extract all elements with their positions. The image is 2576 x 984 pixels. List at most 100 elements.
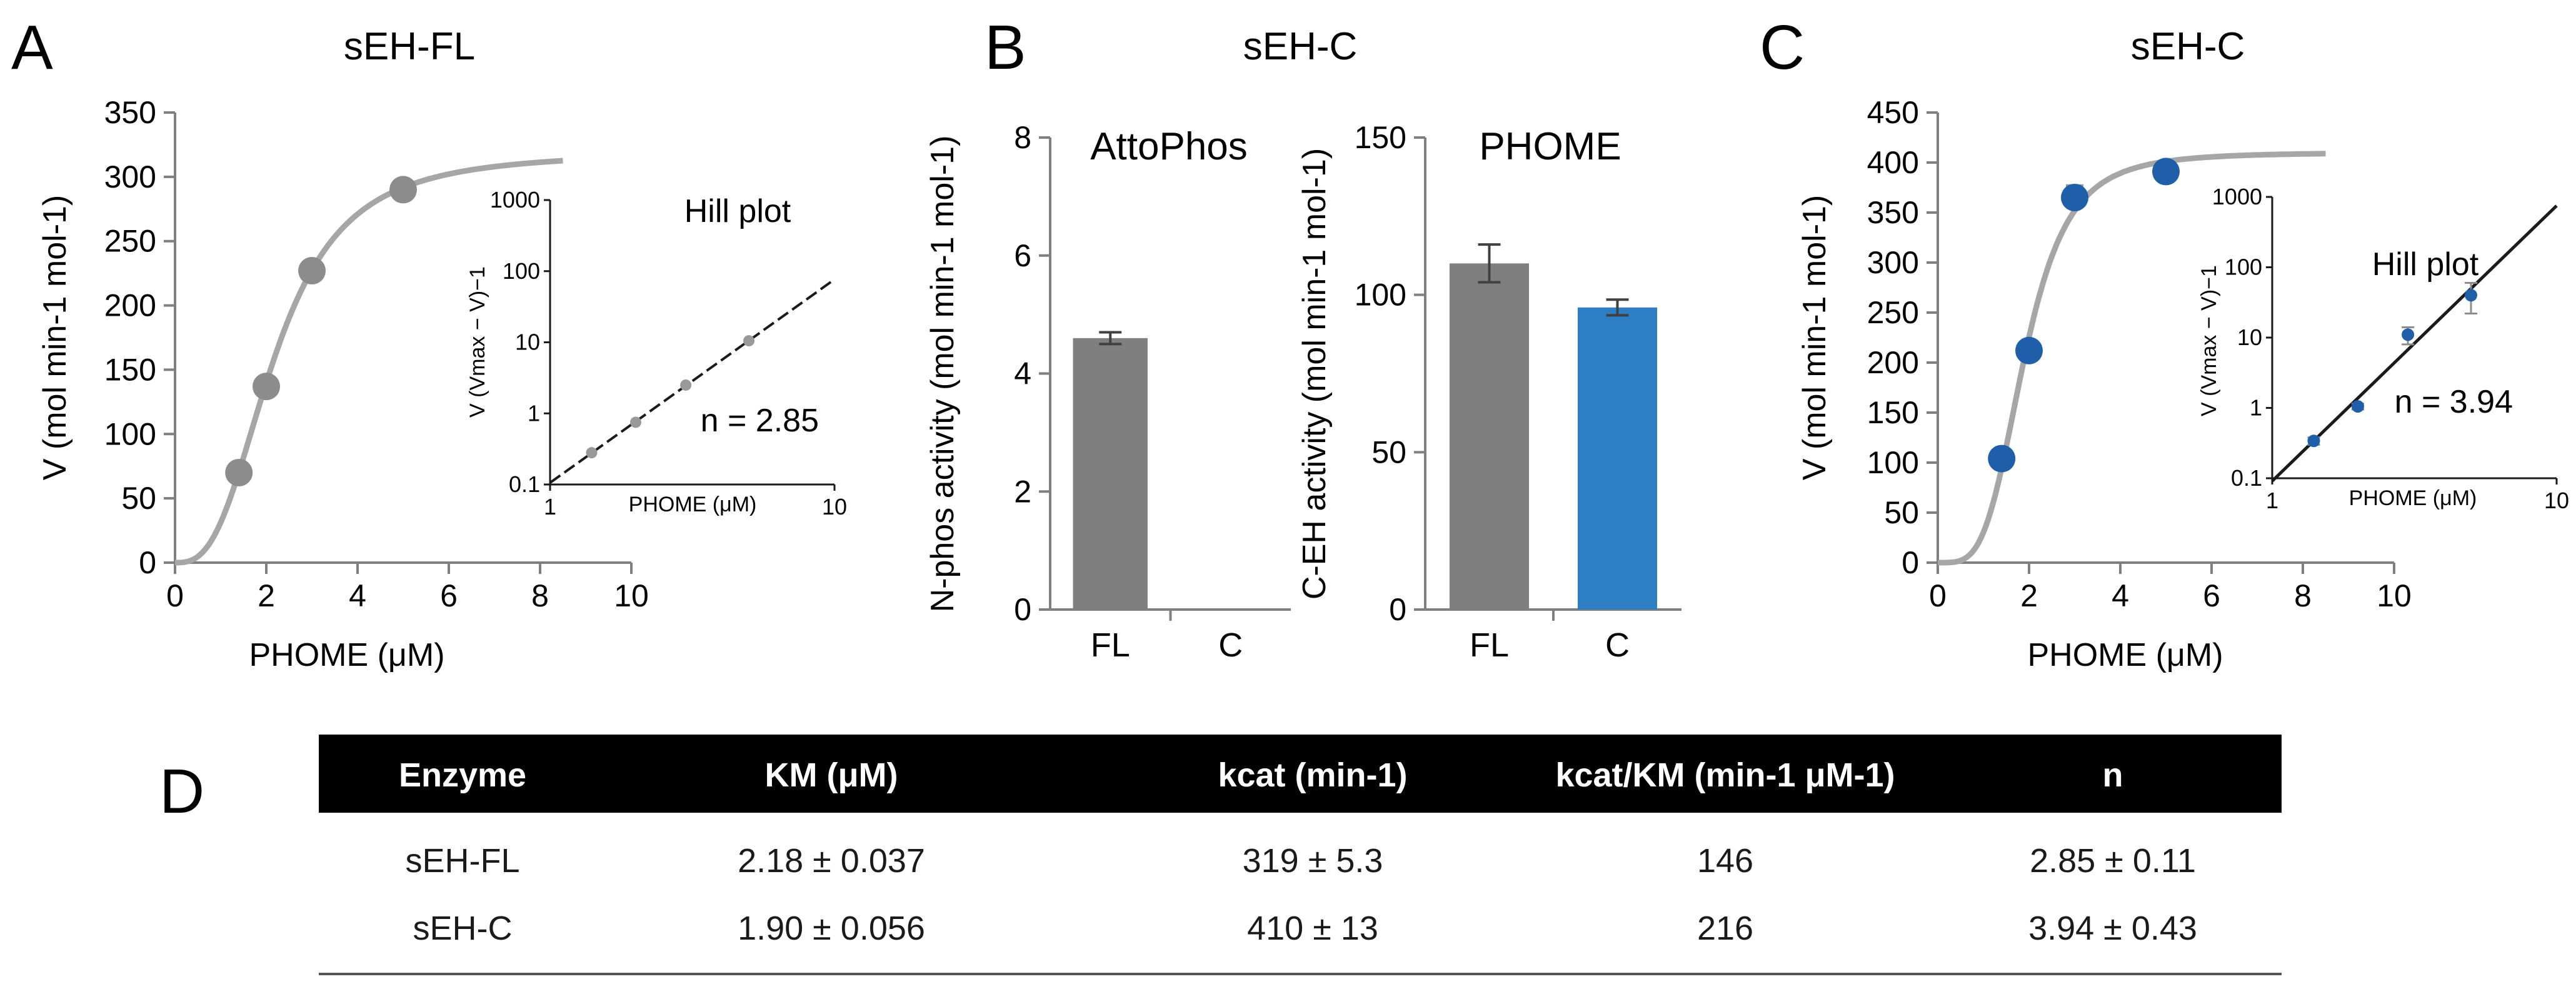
panel-b-title: sEH-C [1243,25,1358,68]
C-x-tick-label: 4 [2112,578,2129,613]
A-inset-y-tick-label: 100 [503,258,540,284]
panel-a-inset-annotation: n = 2.85 [701,403,819,439]
A-data-point [298,257,326,285]
A-data-point [253,373,280,401]
B2-category-label: C [1605,626,1630,664]
A-y-tick-label: 0 [139,545,156,580]
panel-c-title: sEH-C [2131,25,2245,68]
C-x-tick-label: 8 [2294,578,2312,613]
C-y-tick-label: 400 [1867,145,1919,180]
C-inset-y-tick-label: 1000 [2212,184,2262,209]
panel-c-inset-annotation: n = 3.94 [2395,384,2513,420]
C-inset-data-point [2465,289,2478,302]
B2-bar [1577,307,1658,610]
C-inset-x-tick-label: 1 [2266,488,2278,513]
panel-a-fit-curve [175,158,563,566]
B2-y-tick-label: 150 [1355,120,1406,155]
B2-y-tick-label: 50 [1371,434,1406,469]
panel-c-y-label: V (mol min-1 mol-1) [1797,195,1833,481]
C-x-tick-label: 0 [1929,578,1947,613]
A-data-point [225,459,253,486]
A-inset-data-point [743,335,755,347]
B1-category-label: FL [1091,626,1130,664]
C-y-tick-label: 450 [1867,95,1919,130]
C-inset-x-tick-label: 10 [2544,488,2569,513]
C-y-tick-label: 0 [1902,545,1919,580]
A-inset-x-tick-label: 1 [544,494,556,520]
table-cell: sEH-FL [405,842,519,880]
panel-a-title: sEH-FL [344,25,475,68]
panel-a-y-label: V (mol min-1 mol-1) [37,195,73,481]
panel-a-x-label: PHOME (μM) [249,637,444,673]
B2-category-label: FL [1470,626,1509,664]
A-x-tick-label: 2 [258,578,275,613]
A-y-tick-label: 350 [104,95,156,130]
C-inset-data-point [2307,434,2320,448]
A-y-tick-label: 50 [121,481,156,516]
A-inset-y-tick-label: 10 [515,329,540,355]
table-cell: 3.94 ± 0.43 [2028,910,2197,947]
C-y-tick-label: 300 [1867,245,1919,280]
panel-c-inset-title: Hill plot [2372,246,2479,283]
B2-bar [1449,263,1530,610]
A-x-tick-label: 6 [440,578,458,613]
panel-c-inset-x-label: PHOME (μM) [2349,486,2477,510]
B2-y-tick-label: 0 [1389,592,1406,627]
table-header-cell: kcat/KM (min-1 μM-1) [1555,756,1895,794]
panel-a-chart: 0 50 100 150 200 250 300 350 0 2 4 6 8 10 PHOME (μM)… [37,95,847,673]
C-x-tick-label: 10 [2377,578,2412,613]
A-inset-data-point [629,416,641,428]
panel-label-d: D [159,756,204,826]
A-y-tick-label: 150 [104,352,156,387]
C-inset-y-tick-label: 1 [2250,395,2262,421]
panel-b2-y-label: C-EH activity (mol min-1 mol-1) [1296,148,1333,600]
C-x-tick-label: 6 [2203,578,2220,613]
panel-label-c: C [1760,13,1805,83]
panel-b2-title: PHOME [1479,125,1621,168]
table-header-cell: n [2103,756,2123,794]
table-header-cell: KM (μM) [765,756,898,794]
A-x-tick-label: 8 [531,578,549,613]
C-data-point [2152,158,2180,186]
table-cell: 216 [1697,910,1753,947]
C-y-tick-label: 250 [1867,295,1919,330]
C-inset-y-tick-label: 0.1 [2231,465,2262,491]
table-cell: sEH-C [413,910,513,947]
table-header-cell: kcat (min-1) [1218,756,1407,794]
A-x-tick-label: 10 [614,578,649,613]
A-inset-y-tick-label: 1000 [490,187,540,213]
table-cell: 1.90 ± 0.056 [738,910,925,947]
table-header-bar [319,735,2282,813]
A-inset-y-tick-label: 0.1 [509,471,540,497]
C-y-tick-label: 350 [1867,195,1919,230]
C-inset-y-tick-label: 10 [2237,324,2262,350]
panel-c-inset-y-label: V (Vmax − V)−1 [2197,265,2221,416]
B2-y-tick-label: 100 [1355,278,1406,313]
A-x-tick-label: 0 [166,578,184,613]
C-inset-y-tick-label: 100 [2225,254,2262,280]
table-cell: 2.85 ± 0.11 [2030,842,2196,880]
B1-y-tick-label: 4 [1014,356,1031,391]
B1-category-label: C [1218,626,1243,664]
C-data-point [2015,336,2043,364]
C-y-tick-label: 100 [1867,445,1919,480]
C-inset-data-point [2402,328,2415,341]
panel-d-table: Enzyme KM (μM) kcat (min-1) kcat/KM (min-1 … [319,735,2282,975]
panel-label-b: B [985,13,1026,83]
panel-b1-title: AttoPhos [1090,125,1248,168]
A-x-tick-label: 4 [349,578,366,613]
panel-c-inset-fit-line [2271,204,2558,483]
table-cell: 319 ± 5.3 [1243,842,1383,880]
panel-a-inset-title: Hill plot [684,193,791,229]
B1-y-tick-label: 8 [1014,120,1031,155]
A-y-tick-label: 250 [104,224,156,259]
A-inset-data-point [680,379,692,391]
C-data-point [2061,184,2088,211]
A-y-tick-label: 200 [104,288,156,323]
panel-c-chart: 0 50 100 150 200 250 300 350 400 450 0 2 4 6 8 10 PHOM… [1797,95,2569,673]
A-inset-x-tick-label: 10 [822,494,847,520]
A-inset-data-point [586,447,598,459]
panel-a-inset-x-label: PHOME (μM) [629,493,757,516]
